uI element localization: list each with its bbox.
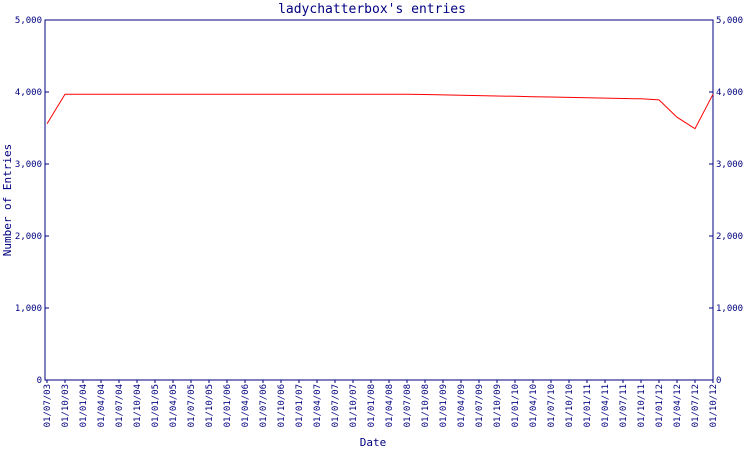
x-tick-label: 01/01/09 <box>439 384 449 427</box>
y-tick-label: 5,000 <box>15 16 42 26</box>
chart-title: ladychatterbox's entries <box>278 2 466 17</box>
y-tick-label: 1,000 <box>15 304 42 314</box>
y-tick-label: 4,000 <box>15 88 42 98</box>
x-tick-label: 01/10/09 <box>493 384 503 427</box>
x-tick-label: 01/01/06 <box>223 384 233 427</box>
y2-tick-label: 2,000 <box>716 232 743 242</box>
x-tick-label: 01/07/05 <box>187 384 197 427</box>
x-tick-label: 01/07/04 <box>115 384 125 427</box>
plot-frame <box>44 19 714 381</box>
x-tick-label: 01/10/04 <box>133 384 143 427</box>
x-tick-label: 01/07/12 <box>691 384 701 427</box>
x-tick-label: 01/04/11 <box>601 384 611 427</box>
x-tick-label: 01/07/06 <box>259 384 269 427</box>
x-tick-label: 01/10/06 <box>277 384 287 427</box>
y-axis-title: Number of Entries <box>1 144 14 257</box>
y2-tick-label: 3,000 <box>716 160 743 170</box>
x-tick-label: 01/04/08 <box>385 384 395 427</box>
x-tick-label: 01/01/10 <box>511 384 521 427</box>
x-tick-label: 01/10/07 <box>349 384 359 427</box>
x-tick-label: 01/01/04 <box>79 384 89 427</box>
x-tick-label: 01/04/07 <box>313 384 323 427</box>
x-tick-label: 01/04/05 <box>169 384 179 427</box>
y-tick-label: 0 <box>37 376 42 386</box>
x-tick-label: 01/04/06 <box>241 384 251 427</box>
y2-tick-label: 5,000 <box>716 16 743 26</box>
x-tick-label: 01/10/08 <box>421 384 431 427</box>
x-tick-label: 01/10/03 <box>61 384 71 427</box>
x-tick-label: 01/01/12 <box>655 384 665 427</box>
x-tick-label: 01/04/09 <box>457 384 467 427</box>
y-tick-label: 2,000 <box>15 232 42 242</box>
x-tick-label: 01/04/12 <box>673 384 683 427</box>
x-tick-label: 01/07/08 <box>403 384 413 427</box>
x-tick-label: 01/04/04 <box>97 384 107 427</box>
x-tick-label: 01/10/05 <box>205 384 215 427</box>
data-line <box>46 93 714 130</box>
x-tick-label: 01/01/08 <box>367 384 377 427</box>
y2-tick-label: 4,000 <box>716 88 743 98</box>
x-tick-label: 01/10/11 <box>637 384 647 427</box>
x-tick-label: 01/07/09 <box>475 384 485 427</box>
x-tick-label: 01/07/07 <box>331 384 341 427</box>
x-tick-label: 01/10/10 <box>565 384 575 427</box>
x-axis-title: Date <box>360 436 387 449</box>
y2-tick-label: 1,000 <box>716 304 743 314</box>
x-tick-label: 01/07/10 <box>547 384 557 427</box>
x-tick-label: 01/01/05 <box>151 384 161 427</box>
x-tick-label: 01/10/12 <box>709 384 719 427</box>
x-tick-label: 01/01/11 <box>583 384 593 427</box>
x-tick-label: 01/04/10 <box>529 384 539 427</box>
x-tick-label: 01/01/07 <box>295 384 305 427</box>
x-tick-label: 01/07/03 <box>43 384 53 427</box>
y-tick-label: 3,000 <box>15 160 42 170</box>
y2-tick-label: 0 <box>716 376 721 386</box>
x-tick-label: 01/07/11 <box>619 384 629 427</box>
